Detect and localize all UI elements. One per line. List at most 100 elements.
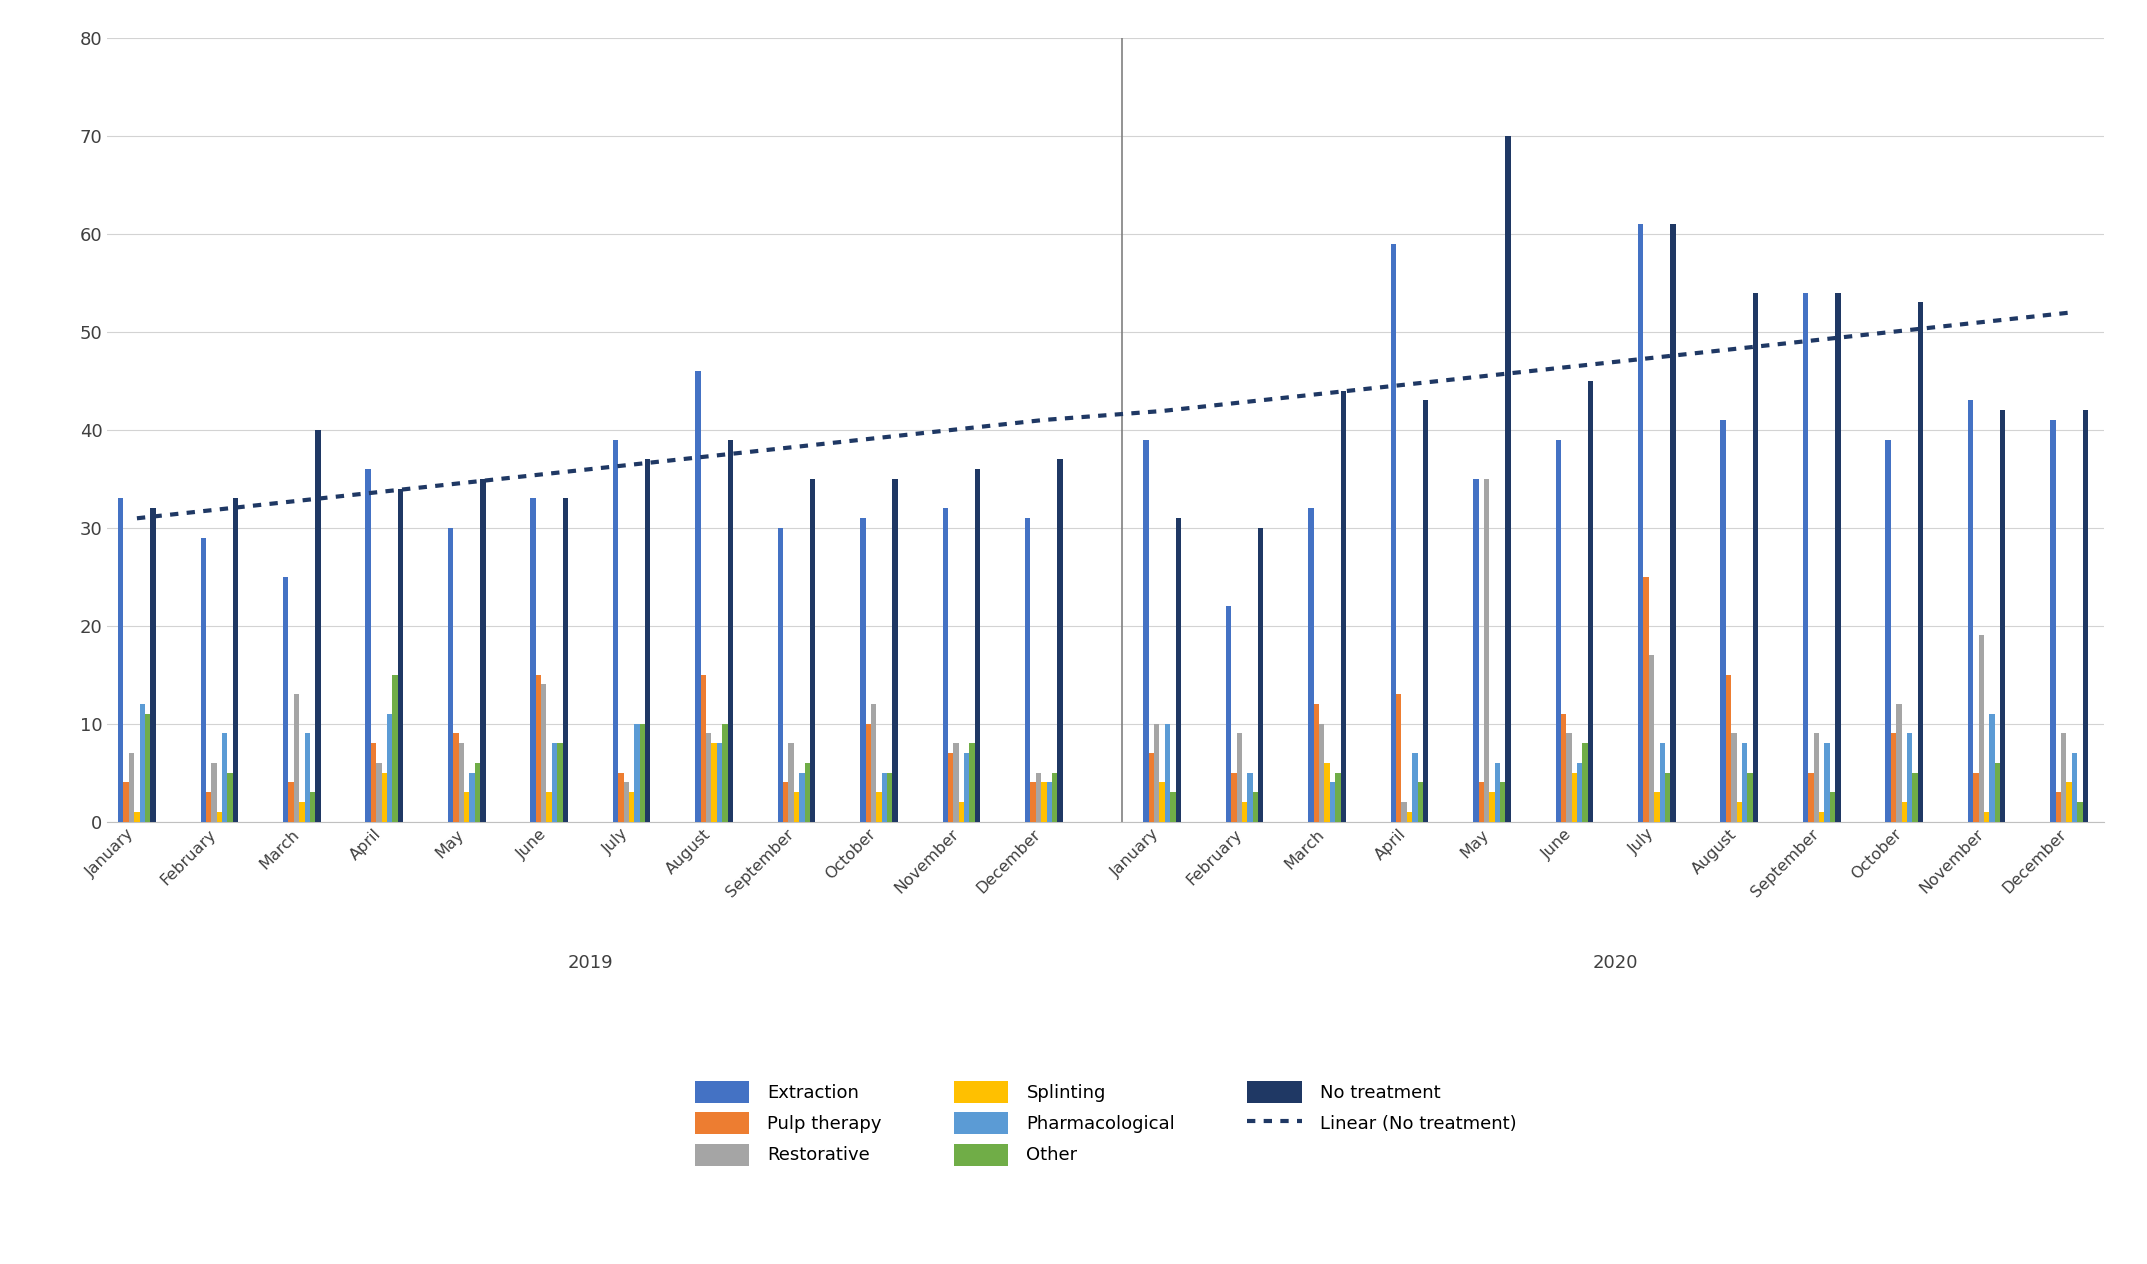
Bar [1159,782,1166,822]
Bar [700,675,706,822]
Bar [882,772,887,822]
Bar [393,675,397,822]
Bar [721,723,728,822]
Bar [453,733,459,822]
Bar [799,772,805,822]
Bar [288,782,294,822]
Bar [1836,293,1840,822]
Bar [1024,518,1031,822]
Bar [1557,440,1561,822]
Bar [547,793,552,822]
Bar [1241,803,1247,822]
Bar [305,733,309,822]
Bar [1484,479,1490,822]
Bar [1031,782,1035,822]
Bar [449,528,453,822]
Bar [541,685,547,822]
Bar [784,782,788,822]
Bar [1308,508,1314,822]
Bar [1973,772,1980,822]
Bar [1041,782,1046,822]
Bar [386,714,393,822]
Bar [150,508,157,822]
Bar [1803,293,1808,822]
Bar [1417,782,1423,822]
Bar [1423,401,1428,822]
Bar [200,537,206,822]
Bar [1752,293,1758,822]
Bar [876,793,882,822]
Bar [1984,811,1990,822]
Bar [1995,763,2001,822]
Bar [893,479,897,822]
Bar [1490,793,1494,822]
Bar [1056,459,1063,822]
Bar [232,498,238,822]
Bar [1252,793,1258,822]
Bar [1413,753,1417,822]
Bar [481,479,485,822]
Bar [371,743,376,822]
Bar [1340,391,1346,822]
Bar [1917,302,1924,822]
Bar [1664,772,1670,822]
Bar [1748,772,1752,822]
Bar [1505,137,1511,822]
Bar [809,479,816,822]
Bar [1035,772,1041,822]
Bar [1642,576,1649,822]
Text: 2019: 2019 [567,953,614,972]
Bar [470,772,474,822]
Bar [1720,420,1726,822]
Bar [309,793,316,822]
Bar [140,704,146,822]
Bar [2001,411,2005,822]
Bar [1166,723,1170,822]
Bar [1582,743,1589,822]
Bar [1902,803,1907,822]
Bar [228,772,232,822]
Bar [283,576,288,822]
Bar [1730,733,1737,822]
Bar [887,772,893,822]
Bar [1406,811,1413,822]
Bar [1825,743,1829,822]
Legend: Extraction, Pulp therapy, Restorative, Splinting, Pharmacological, Other, No tre: Extraction, Pulp therapy, Restorative, S… [696,1082,1516,1165]
Bar [1247,772,1252,822]
Bar [711,743,717,822]
Bar [1144,440,1149,822]
Bar [644,459,651,822]
Bar [294,694,298,822]
Bar [146,714,150,822]
Bar [949,753,953,822]
Bar [1501,782,1505,822]
Bar [953,743,960,822]
Bar [1578,763,1582,822]
Bar [633,723,640,822]
Bar [964,753,970,822]
Bar [865,723,872,822]
Bar [1473,479,1479,822]
Bar [298,803,305,822]
Bar [943,508,949,822]
Bar [788,743,794,822]
Bar [1907,733,1913,822]
Bar [1980,636,1984,822]
Bar [1314,704,1318,822]
Bar [316,430,320,822]
Bar [1589,380,1593,822]
Bar [1479,782,1484,822]
Bar [1567,733,1572,822]
Bar [1638,224,1642,822]
Bar [1494,763,1501,822]
Bar [2055,793,2061,822]
Bar [459,743,464,822]
Bar [1237,733,1241,822]
Bar [1814,733,1819,822]
Bar [1653,793,1660,822]
Bar [1335,772,1340,822]
Bar [1829,793,1836,822]
Bar [2076,803,2083,822]
Bar [365,469,371,822]
Bar [1391,244,1396,822]
